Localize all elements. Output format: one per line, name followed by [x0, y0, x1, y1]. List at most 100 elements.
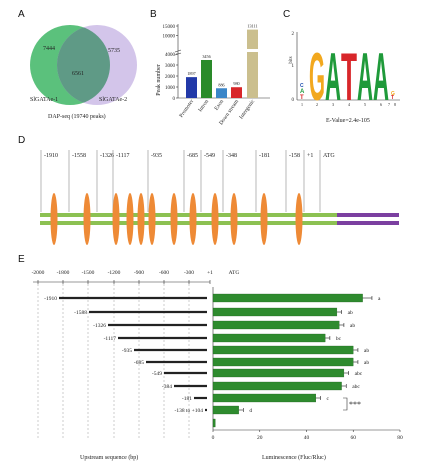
upstream-tick-label: ATG: [229, 270, 240, 276]
construct-label: -685: [134, 360, 144, 366]
upstream-x-axis-label: Upstream sequence (bp): [80, 454, 138, 461]
binding-site-ellipse: [137, 193, 145, 245]
binding-site-ellipse: [295, 193, 303, 245]
binding-site-ellipse: [50, 193, 58, 245]
luminescence-bar: [212, 357, 354, 367]
luminescence-bar: [212, 381, 342, 391]
gata-binding-sites: [50, 193, 303, 245]
venn-right-count: 5735: [108, 48, 120, 54]
luminescence-bar: [212, 345, 354, 355]
site-label: -1558: [72, 153, 86, 159]
luminescence-bar: [212, 333, 326, 343]
luminescence-bar: [212, 368, 345, 378]
luminescence-x-axis-label: Luminescence (Fluc/Rluc): [262, 454, 326, 461]
site-label: -1326: [100, 153, 114, 159]
deletion-constructs: -1910 -1588 -1326 -1117 -935-685 -549 -384 -181…: [44, 296, 207, 414]
upstream-tick-label: +1: [207, 270, 213, 276]
promoter-strand-top: [40, 213, 337, 217]
logo-letter-a: A: [357, 39, 373, 115]
peak-bar: [247, 29, 258, 98]
luminescence-bar: [212, 418, 216, 428]
peak-bar-value: 980: [233, 81, 239, 86]
luminescence-x-tick-label: 0: [212, 435, 215, 441]
logo-position-label: 8: [394, 102, 396, 107]
construct-label: -138 to +104: [175, 408, 204, 414]
peak-bar-value: 886: [218, 82, 224, 87]
significance-letter: a: [378, 296, 381, 302]
panel-d-letter: D: [18, 135, 25, 146]
peak-y-tick-label: 15000: [163, 25, 176, 30]
promoter-strand-bottom: [40, 221, 337, 225]
logo-minor-letter: C: [300, 83, 304, 89]
site-label: -158: [289, 153, 300, 159]
construct-label: -181: [182, 396, 192, 402]
binding-site-ellipse: [260, 193, 268, 245]
binding-site-ellipse: [189, 193, 197, 245]
venn-left-count: 7444: [43, 46, 55, 52]
upstream-tick-label: -2000: [32, 270, 45, 276]
luminescence-bar: [212, 393, 316, 403]
peak-y-tick-label: 2000: [165, 75, 176, 80]
panel-c-letter: C: [283, 9, 290, 20]
luminescence-x-tick-label: 40: [304, 435, 310, 441]
significance-letter: bc: [336, 336, 342, 342]
significance-letter: ab: [364, 348, 369, 354]
construct-label: -935: [122, 348, 132, 354]
logo-position-label: 1: [301, 102, 303, 107]
site-label: -348: [226, 153, 237, 159]
upstream-axis-ticks: -2000 -1800 -1500 -1200 -900 -600 -300 +1 ATG: [32, 270, 240, 284]
panel-e: E -2000 -1800 -1500 -1200 -900 -600 -300 +1 ATG …: [18, 254, 403, 461]
binding-site-ellipse: [83, 193, 91, 245]
site-label: -1910: [44, 153, 58, 159]
promoter-site-ticks: -1910 -1558 -1326 -1117 -935 -685 -549 -348 -181…: [40, 150, 335, 212]
peak-y-axis-label: Peak number: [156, 64, 162, 96]
logo-position-label: 4: [348, 102, 350, 107]
construct-label: -1910: [44, 296, 57, 302]
construct-label: -384: [162, 384, 172, 390]
site-label: -685: [187, 153, 198, 159]
construct-label: -549: [152, 371, 162, 377]
peak-bar: [201, 59, 212, 98]
logo-y-tick-0: 0: [292, 98, 295, 103]
logo-position-label: 2: [316, 102, 318, 107]
logo-position-label: 5: [364, 102, 366, 107]
upstream-tick-label: -300: [184, 270, 194, 276]
site-label: -181: [259, 153, 270, 159]
venn-overlap: [57, 25, 110, 105]
peak-bar-value: 13111: [247, 24, 257, 29]
peak-category-label: Promoter: [178, 99, 195, 119]
luminescence-bar: [212, 405, 239, 415]
peak-bar: [186, 77, 197, 98]
bar-break-gap: [245, 49, 260, 52]
logo-evalue: E-Value=2.4e-105: [326, 118, 370, 124]
significance-letter: c: [327, 396, 330, 402]
luminescence-bar: [212, 320, 340, 330]
axis-break: [174, 52, 182, 56]
peak-bar: [216, 88, 227, 98]
venn-overlap-count: 6561: [72, 71, 84, 77]
construct-label: -1588: [74, 310, 87, 316]
significance-letter: ab: [348, 310, 353, 316]
peak-y-tick-label: 0: [173, 97, 176, 102]
venn-left-label: SlGATAe-1: [30, 97, 58, 103]
panel-b-letter: B: [150, 9, 157, 20]
upstream-tick-label: -1500: [82, 270, 95, 276]
logo-y-tick-2: 2: [292, 32, 295, 37]
panel-a: A 7444 5735 6561 SlGATAe-1 SlGATAe-2 DAP…: [18, 9, 137, 120]
upstream-tick-label: -900: [134, 270, 144, 276]
logo-y-tick-1: 1: [292, 64, 295, 69]
logo-letter-t: T: [341, 39, 357, 115]
binding-site-ellipse: [148, 193, 156, 245]
logo-position-label: 6: [380, 102, 382, 107]
construct-label: -1117: [104, 336, 117, 342]
site-label: -549: [204, 153, 215, 159]
logo-minor-letter: T: [391, 95, 394, 101]
luminescence-bar: [212, 293, 363, 303]
peak-y-tick-label: 10000: [163, 35, 176, 40]
peak-bar-value: 3456: [202, 54, 210, 59]
binding-site-ellipse: [112, 193, 120, 245]
logo-minor-letter: T: [300, 95, 304, 101]
peak-y-tick-label: 3000: [165, 64, 176, 69]
